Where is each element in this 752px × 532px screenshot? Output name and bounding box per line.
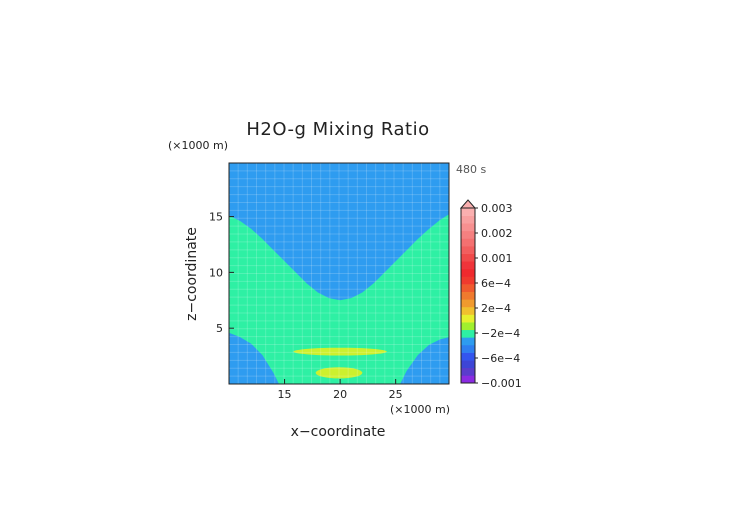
colorbar-segment: [461, 314, 475, 323]
time-label: 480 s: [456, 163, 486, 176]
colorbar-segment: [461, 238, 475, 247]
colorbar-segment: [461, 268, 475, 277]
colorbar-label: −2e−4: [481, 327, 520, 340]
colorbar-segment: [461, 344, 475, 353]
colorbar-segment: [461, 276, 475, 285]
colorbar-segment: [461, 223, 475, 232]
colorbar-segment: [461, 230, 475, 239]
colorbar-label: 0.003: [481, 202, 513, 215]
y-axis-unit: (×1000 m): [168, 139, 228, 152]
y-axis-title: z−coordinate: [184, 227, 200, 321]
y-tick-label: 10: [209, 266, 223, 279]
colorbar-segment: [461, 291, 475, 300]
colorbar-segment: [461, 208, 475, 216]
colorbar-label: −0.001: [481, 377, 522, 390]
y-axis-ticks: 5 10 15: [209, 211, 234, 335]
colorbar-label: 2e−4: [481, 302, 511, 315]
plot-frame: [228, 162, 450, 385]
colorbar-segment: [461, 246, 475, 254]
plot-area: [228, 162, 450, 385]
colorbar-label: 6e−4: [481, 277, 511, 290]
colorbar-extend-arrow: [459, 199, 477, 209]
x-axis-title: x−coordinate: [291, 424, 386, 440]
colorbar-segment: [461, 306, 475, 315]
chart-title: H2O-g Mixing Ratio: [246, 119, 429, 140]
colorbar-label: −6e−4: [481, 352, 520, 365]
colorbar-segment: [461, 375, 475, 384]
colorbar-segment: [461, 337, 475, 346]
colorbar-segment: [461, 215, 475, 224]
upper-blob-region: [293, 347, 387, 356]
colorbar-segment: [461, 284, 475, 292]
lower-corners-region: [229, 332, 449, 384]
x-axis-unit: (×1000 m): [390, 403, 450, 416]
colorbar-segment: [461, 360, 475, 369]
colorbar-segment: [461, 299, 475, 308]
colorbar-segment: [461, 329, 475, 338]
middle-region: [229, 214, 449, 384]
y-tick-label: 5: [216, 322, 223, 335]
colorbar-segment: [461, 352, 475, 361]
colorbar-frame: [460, 207, 476, 384]
colorbar-segment: [461, 253, 475, 262]
y-tick-label: 15: [209, 211, 223, 224]
x-tick-label: 20: [333, 388, 347, 401]
colorbar-label: 0.001: [481, 252, 513, 265]
lower-blob-region: [315, 367, 363, 379]
x-tick-label: 15: [278, 388, 292, 401]
colorbar: 0.003 0.002 0.001 6e−4 2e−4 −2e−4 −6e−4 −0.001: [459, 199, 522, 390]
x-tick-label: 25: [389, 388, 403, 401]
grid-texture: [229, 163, 449, 384]
colorbar-label: 0.002: [481, 227, 513, 240]
colorbar-segment: [461, 367, 475, 376]
colorbar-segment: [461, 261, 475, 270]
x-axis-ticks: 15 20 25: [278, 379, 403, 401]
colorbar-segment: [461, 322, 475, 331]
